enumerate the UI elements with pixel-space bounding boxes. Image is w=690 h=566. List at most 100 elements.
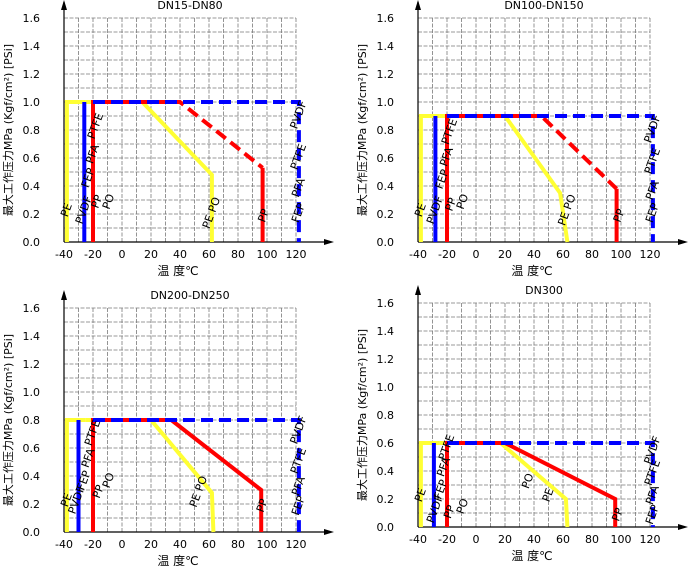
y-tick-label: 0.4 (23, 180, 41, 193)
y-tick-label: 0.4 (23, 470, 41, 483)
curve-label: FEP (643, 201, 662, 225)
x-tick-label: -20 (438, 248, 456, 261)
curve-label: PE (58, 201, 75, 218)
curve-label: PP (254, 497, 271, 514)
y-tick-label: 1.0 (377, 381, 395, 394)
y-tick-label: 1.2 (377, 353, 395, 366)
y-tick-label: 0.6 (23, 442, 41, 455)
x-axis-arrow (324, 239, 334, 245)
series-line-pvdf-ptfe-pfa-fep (447, 441, 655, 527)
x-tick-label: 20 (144, 538, 158, 551)
series-line-pvdf-ptfe-pfa-fep (93, 100, 301, 242)
x-tick-label: 40 (527, 248, 541, 261)
y-axis-label: 最大工作压力MPa (Kgf/cm²) [PSi] (1, 44, 15, 216)
y-axis-arrow (415, 0, 421, 10)
x-tick-label: 0 (119, 538, 126, 551)
x-tick-label: 80 (585, 248, 599, 261)
curve-label: PO (519, 471, 537, 490)
y-tick-label: 0.0 (377, 236, 395, 249)
x-tick-label: -40 (409, 248, 427, 261)
series-line-pp (136, 100, 264, 170)
series-line-pvdf-ptfe-pfa-fep (447, 114, 655, 242)
series-group (64, 418, 301, 533)
axes (61, 290, 334, 535)
curve-label: PO (454, 192, 472, 211)
y-tick-label: 1.6 (377, 297, 395, 310)
y-tick-label: 1.0 (23, 386, 41, 399)
y-tick-label: 1.0 (377, 96, 395, 109)
y-tick-label: 1.4 (377, 40, 395, 53)
curve-label: PE (412, 201, 429, 218)
y-tick-label: 1.4 (23, 330, 41, 343)
curve-label: PTFE (288, 142, 309, 172)
y-tick-label: 1.2 (23, 358, 41, 371)
y-tick-label: 0.2 (377, 208, 395, 221)
x-tick-label: 80 (585, 533, 599, 546)
y-tick-label: 0.8 (377, 124, 395, 137)
y-tick-label: 0.4 (377, 465, 395, 478)
curve-label: PFA (289, 474, 308, 497)
curve-label: PFA (643, 483, 662, 506)
curve-label: PP (611, 207, 628, 224)
curve-label: PE PO (187, 474, 210, 509)
axes (61, 0, 334, 245)
y-axis-arrow (61, 0, 67, 10)
x-tick-label: 100 (611, 533, 632, 546)
y-axis-arrow (415, 285, 421, 295)
x-tick-label: -20 (438, 533, 456, 546)
x-tick-label: 100 (257, 538, 278, 551)
chart-title: DN15-DN80 (157, 0, 222, 12)
x-tick-label: 20 (498, 248, 512, 261)
curve-label: PTFE (642, 146, 663, 176)
curve-label: PTFE (288, 446, 309, 476)
x-tick-label: 20 (144, 248, 158, 261)
axes (415, 0, 688, 245)
curve-label: PO (100, 192, 118, 211)
y-tick-label: 0.4 (377, 180, 395, 193)
curve-label: PP (90, 483, 107, 500)
x-tick-label: -40 (409, 533, 427, 546)
x-tick-label: 40 (173, 248, 187, 261)
y-tick-label: 0.2 (23, 498, 41, 511)
x-axis-arrow (324, 529, 334, 535)
y-tick-label: 0.2 (377, 493, 395, 506)
x-tick-label: 20 (498, 533, 512, 546)
curve-label: PP (255, 207, 272, 224)
x-axis-label: 温 度℃ (157, 553, 198, 566)
chart-title: DN300 (525, 284, 563, 297)
x-tick-label: 40 (527, 533, 541, 546)
x-tick-label: 40 (173, 538, 187, 551)
x-axis-label: 温 度℃ (157, 263, 198, 278)
y-tick-label: 0.0 (23, 526, 41, 539)
curve-label: PFA (643, 179, 662, 202)
y-axis-label: 最大工作压力MPa (Kgf/cm²) [PSi] (355, 44, 369, 216)
x-axis-arrow (678, 524, 688, 530)
curve-label: PO (100, 471, 118, 490)
chart-title: DN100-DN150 (504, 0, 583, 12)
curve-label: PVDF (287, 99, 309, 131)
series-group (418, 441, 655, 528)
curve-label: PFA (434, 455, 453, 478)
x-axis-label: 温 度℃ (511, 548, 552, 563)
y-axis-label: 最大工作压力MPa (Kgf/cm²) [PSi] (355, 329, 369, 501)
x-tick-label: 100 (257, 248, 278, 261)
y-tick-label: 1.6 (23, 12, 41, 25)
curve-label: PVDF (424, 194, 446, 226)
y-tick-label: 0.6 (377, 152, 395, 165)
y-tick-label: 1.4 (377, 325, 395, 338)
x-tick-label: 120 (640, 533, 661, 546)
curve-label: PTFE (436, 433, 457, 463)
y-tick-label: 1.2 (377, 68, 395, 81)
axes (415, 285, 688, 530)
series-group (64, 100, 301, 242)
series-line-pp (170, 418, 264, 532)
chart-panel-4: 0.0 0.2 0.4 0.6 0.8 1.0 1.2 1.4 1.6 -40 -20 0 20 40 60… (355, 284, 688, 563)
curve-label: PTFE (82, 418, 103, 448)
x-tick-label: 120 (286, 538, 307, 551)
x-tick-label: 80 (231, 248, 245, 261)
curve-label: PP (443, 196, 460, 213)
y-tick-label: 1.0 (23, 96, 41, 109)
curve-label: PFA (437, 145, 456, 168)
